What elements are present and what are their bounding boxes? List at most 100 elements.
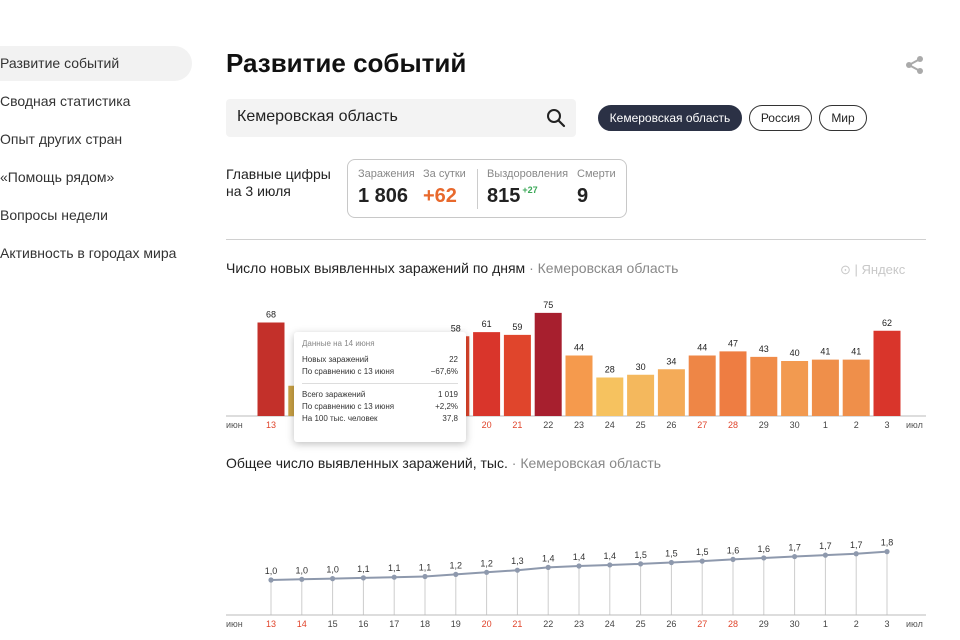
region-tab-russia[interactable]: Россия <box>749 105 812 131</box>
bar-x-tick-label: 25 <box>636 420 646 430</box>
line-point <box>453 571 459 577</box>
tooltip-row-total: Всего заражений 1 019 <box>302 389 458 401</box>
bar <box>257 322 285 416</box>
line-point <box>853 551 859 557</box>
line-value-label: 1,2 <box>480 558 493 568</box>
stat-daily-value: +62 <box>423 185 457 207</box>
region-tab-label: Россия <box>760 111 801 125</box>
line-point <box>360 575 366 581</box>
line-value-label: 1,5 <box>634 550 647 560</box>
tooltip-total-label: Всего заражений <box>302 390 366 399</box>
tooltip-total-cmp-label: По сравнению с 13 июня <box>302 402 395 411</box>
line-x-tick-label: 15 <box>328 619 338 629</box>
line-point <box>761 555 767 561</box>
line-x-tick-label: 28 <box>728 619 738 629</box>
line-point <box>268 577 274 583</box>
stat-recovered-label: Выздоровления <box>487 168 569 180</box>
line-point <box>391 574 397 580</box>
share-icon[interactable] <box>904 54 926 76</box>
main-figures-label: Главные цифры на 3 июля <box>226 166 331 200</box>
sidebar-item-label: «Помощь рядом» <box>0 169 115 185</box>
sidebar-item-summary[interactable]: Сводная статистика <box>0 84 192 119</box>
sidebar-item-label: Сводная статистика <box>0 93 131 109</box>
line-point <box>822 552 829 558</box>
bar-chart-subtitle: Кемеровская область <box>537 260 679 276</box>
sidebar-item-cities-activity[interactable]: Активность в городах мира <box>0 236 192 271</box>
bar-value-label: 59 <box>512 322 522 332</box>
line-x-tick-label: 3 <box>884 619 889 629</box>
bar-value-label: 41 <box>851 347 861 357</box>
line-point <box>484 569 490 575</box>
region-tab-label: Мир <box>831 111 855 125</box>
tooltip-new-cmp-value: −67,6% <box>430 367 458 376</box>
bar-x-tick-label: 2 <box>854 420 859 430</box>
stat-infections-label: Заражения <box>358 168 415 180</box>
bar-x-tick-label: 13 <box>266 420 276 430</box>
line-value-label: 1,5 <box>696 547 709 557</box>
bar-month-end-label: июл <box>906 420 923 430</box>
tooltip-new-value: 22 <box>449 355 458 364</box>
bar-x-tick-label: 29 <box>759 420 769 430</box>
region-tab-kemerovo[interactable]: Кемеровская область <box>598 105 742 131</box>
line-x-tick-label: 22 <box>543 619 553 629</box>
bar-value-label: 44 <box>697 343 707 353</box>
bar-x-tick-label: 20 <box>482 420 492 430</box>
bar-month-start-label: июн <box>226 420 243 430</box>
line-month-start-label: июн <box>226 619 243 629</box>
bar-chart-subtitle-sep: · <box>529 260 538 276</box>
section-divider <box>226 239 926 240</box>
tooltip-total-value: 1 019 <box>437 390 458 399</box>
bar-x-tick-label: 28 <box>728 420 738 430</box>
stat-recovered: Выздоровления 815 +27 <box>487 168 568 208</box>
yandex-logo-icon: ⊙ <box>840 262 851 277</box>
tooltip-row-new-cmp: По сравнению с 13 июня −67,6% <box>302 366 458 378</box>
tooltip-total-cmp-value: +2,2% <box>435 402 458 411</box>
tooltip-per100-label: На 100 тыс. человек <box>302 414 378 423</box>
region-tab-world[interactable]: Мир <box>819 105 867 131</box>
line-point <box>545 564 551 570</box>
line-chart-title-text: Общее число выявленных заражений, тыс. <box>226 455 508 471</box>
tooltip-row-new: Новых заражений 22 <box>302 354 458 366</box>
bar <box>750 356 778 416</box>
line-month-end-label: июл <box>906 619 923 629</box>
sidebar-item-events[interactable]: Развитие событий <box>0 46 192 81</box>
line-x-tick-label: 14 <box>297 619 307 629</box>
stat-deaths-label: Смерти <box>577 168 616 180</box>
line-point <box>638 561 644 567</box>
bar <box>873 330 901 416</box>
line-point <box>884 549 890 555</box>
sidebar-item-label: Активность в городах мира <box>0 245 177 261</box>
bar <box>503 334 531 416</box>
bar <box>781 361 809 416</box>
bar <box>473 332 501 416</box>
bar <box>596 377 624 416</box>
line-point <box>514 567 521 573</box>
line-x-tick-label: 18 <box>420 619 430 629</box>
line-value-label: 1,1 <box>419 563 432 573</box>
line-value-label: 1,6 <box>727 545 740 555</box>
line-x-tick-label: 27 <box>697 619 707 629</box>
yandex-watermark: ⊙ | Яндекс <box>840 262 906 277</box>
line-x-tick-label: 30 <box>790 619 800 629</box>
line-point <box>607 562 613 568</box>
main-figures-date: на 3 июля <box>226 183 291 199</box>
bar-value-label: 40 <box>790 348 800 358</box>
search-icon[interactable] <box>546 108 566 128</box>
bar <box>657 369 685 416</box>
sidebar-item-week-questions[interactable]: Вопросы недели <box>0 198 192 233</box>
bar-value-label: 62 <box>882 318 892 328</box>
bar-x-tick-label: 21 <box>512 420 522 430</box>
line-chart-subtitle-sep: · <box>511 455 521 471</box>
line-value-label: 1,7 <box>850 540 863 550</box>
line-value-label: 1,4 <box>604 551 617 561</box>
watermark-text: Яндекс <box>861 262 906 277</box>
line-chart-title: Общее число выявленных заражений, тыс. ·… <box>226 455 661 471</box>
sidebar-item-other-countries[interactable]: Опыт других стран <box>0 122 192 157</box>
tooltip-per100-value: 37,8 <box>442 414 458 423</box>
sidebar-item-help-nearby[interactable]: «Помощь рядом» <box>0 160 192 195</box>
bar <box>565 355 593 416</box>
line-point <box>792 553 798 560</box>
stat-daily: За сутки +62 <box>423 168 466 208</box>
sidebar-item-label: Опыт других стран <box>0 131 123 147</box>
region-search-input[interactable]: Кемеровская область <box>226 99 576 137</box>
